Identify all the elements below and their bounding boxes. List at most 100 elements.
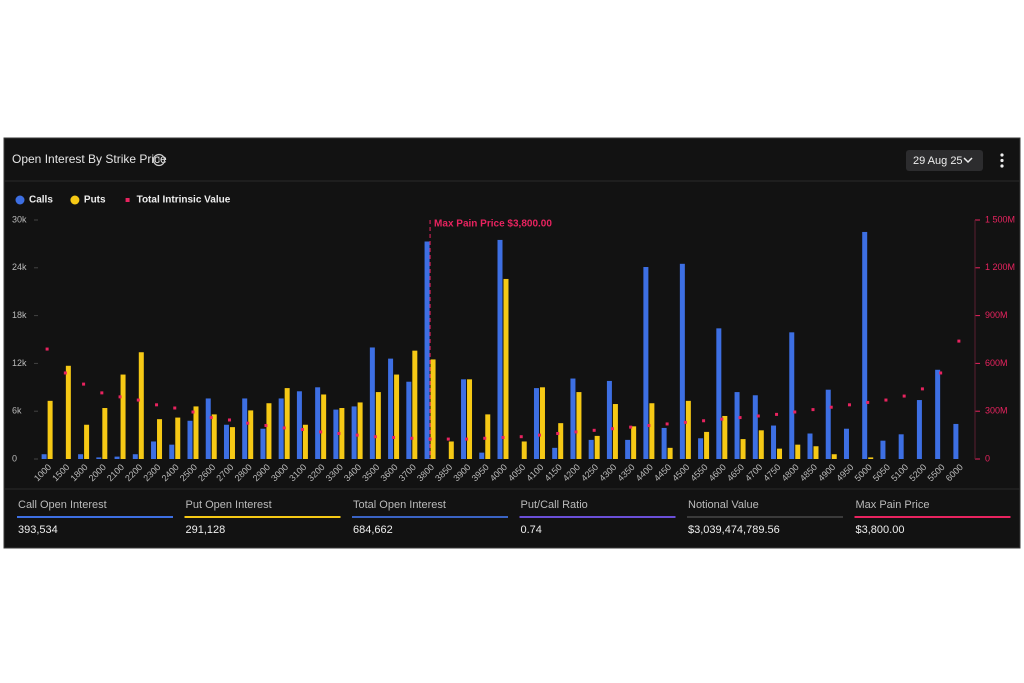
- bar: [211, 414, 217, 459]
- bar: [169, 444, 175, 459]
- bar: [789, 332, 795, 459]
- bar: [497, 239, 503, 459]
- bar: [102, 408, 108, 459]
- bar: [193, 406, 199, 459]
- y2-tick-label: 1 500M: [985, 214, 1015, 224]
- bar: [47, 400, 53, 459]
- bar: [96, 457, 102, 459]
- bar: [278, 398, 284, 459]
- intrinsic-point: [501, 435, 505, 439]
- bar: [223, 424, 229, 459]
- bar: [898, 434, 904, 459]
- intrinsic-point: [866, 400, 870, 404]
- menu[interactable]: [1000, 153, 1004, 168]
- bar: [558, 423, 564, 459]
- bar: [795, 444, 801, 459]
- info-icon-glyph: i: [158, 156, 160, 165]
- y2-tick-label: 1 200M: [985, 262, 1015, 272]
- bar: [412, 350, 418, 459]
- y-tick-label: 6k: [12, 406, 22, 416]
- bar: [41, 454, 47, 459]
- intrinsic-point: [592, 428, 596, 432]
- bar: [229, 427, 235, 459]
- legend-marker: [70, 195, 80, 205]
- intrinsic-point: [282, 426, 286, 430]
- bar: [485, 414, 491, 459]
- legend-label: Total Intrinsic Value: [137, 195, 231, 206]
- bar: [843, 428, 849, 459]
- bar: [266, 403, 272, 459]
- intrinsic-point: [355, 433, 359, 437]
- bar: [315, 387, 321, 459]
- bar: [576, 392, 582, 459]
- bar: [539, 387, 545, 459]
- panel-title: Open Interest By Strike Price: [12, 152, 167, 166]
- intrinsic-point: [155, 403, 159, 407]
- intrinsic-point: [610, 427, 614, 431]
- bar: [65, 365, 71, 459]
- stat-value: 684,662: [353, 524, 393, 536]
- bar: [138, 352, 144, 459]
- stat-label: Max Pain Price: [856, 499, 930, 511]
- bar: [734, 392, 740, 459]
- date-button-label: 29 Aug 25: [913, 155, 963, 167]
- intrinsic-point: [63, 371, 67, 375]
- stat-value: 291,128: [186, 524, 226, 536]
- intrinsic-point: [829, 405, 833, 409]
- intrinsic-point: [647, 424, 651, 428]
- intrinsic-point: [100, 391, 104, 395]
- bar: [777, 448, 783, 459]
- bar: [503, 278, 509, 459]
- bar: [120, 374, 126, 459]
- bar: [667, 447, 673, 459]
- bar: [388, 358, 394, 459]
- intrinsic-point: [920, 387, 924, 391]
- date-button[interactable]: [906, 150, 983, 171]
- intrinsic-point: [556, 432, 560, 436]
- intrinsic-point: [756, 414, 760, 418]
- intrinsic-point: [136, 398, 140, 402]
- bar: [339, 408, 345, 459]
- bar: [533, 388, 539, 459]
- bar: [157, 419, 163, 459]
- bar: [643, 267, 649, 459]
- intrinsic-point: [537, 433, 541, 437]
- y2-tick-label: 900M: [985, 310, 1008, 320]
- bar: [570, 378, 576, 459]
- max-pain-label: Max Pain Price $3,800.00: [434, 219, 552, 230]
- intrinsic-point: [738, 416, 742, 420]
- intrinsic-point: [884, 398, 888, 402]
- bar: [704, 431, 710, 459]
- stat-value: 393,534: [18, 524, 58, 536]
- intrinsic-point: [665, 422, 669, 426]
- bar: [916, 400, 922, 459]
- intrinsic-point: [519, 435, 523, 439]
- intrinsic-point: [847, 403, 851, 407]
- intrinsic-point: [446, 437, 450, 441]
- legend-label: Puts: [84, 195, 106, 206]
- y-tick-label: 12k: [12, 358, 27, 368]
- intrinsic-point: [45, 347, 49, 351]
- bar: [716, 328, 722, 459]
- y-tick-label: 0: [12, 453, 17, 463]
- y2-tick-label: 300M: [985, 406, 1008, 416]
- bar: [722, 415, 728, 459]
- bar: [369, 347, 375, 459]
- bar: [649, 403, 655, 459]
- intrinsic-point: [702, 419, 706, 423]
- bar: [175, 417, 181, 459]
- bar: [698, 438, 704, 459]
- bar: [302, 424, 308, 459]
- bar: [935, 369, 941, 459]
- y-tick-label: 30k: [12, 214, 27, 224]
- chevron: [963, 157, 973, 164]
- y-tick-label: 24k: [12, 262, 27, 272]
- intrinsic-point: [246, 421, 250, 425]
- legend-marker: [125, 198, 130, 202]
- bar: [758, 430, 764, 459]
- bar: [467, 379, 473, 459]
- intrinsic-point: [373, 435, 377, 439]
- info-icon[interactable]: [152, 153, 166, 167]
- bar: [479, 452, 485, 459]
